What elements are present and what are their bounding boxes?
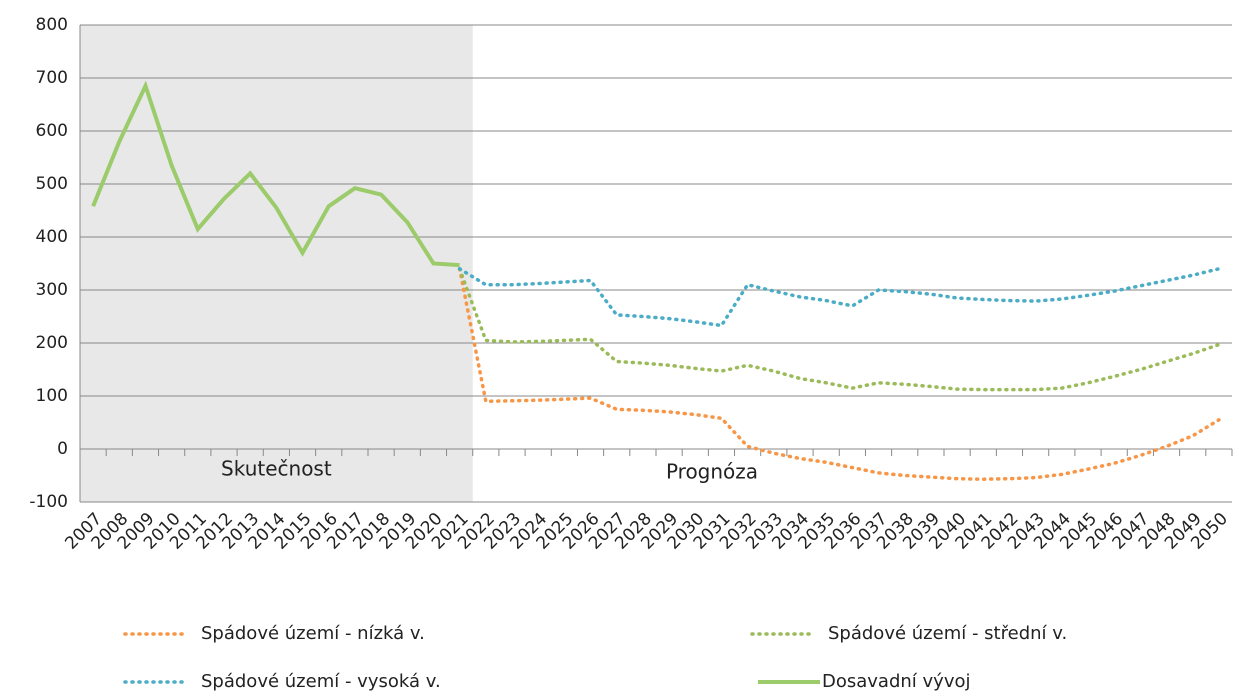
series-line xyxy=(91,80,460,268)
series-line xyxy=(457,267,1221,392)
legend-label: Spádové území - střední v. xyxy=(828,623,1067,644)
annotation: Prognóza xyxy=(666,460,758,484)
y-tick-label: -100 xyxy=(29,492,68,512)
legend-label: Spádové území - nízká v. xyxy=(201,623,425,644)
legend-label: Dosavadní vývoj xyxy=(822,671,971,692)
series-line xyxy=(457,267,1221,481)
series-line xyxy=(457,267,1221,328)
y-tick-label: 200 xyxy=(36,333,68,353)
y-tick-label: 100 xyxy=(36,386,68,406)
legend-label: Spádové území - vysoká v. xyxy=(201,671,441,692)
y-tick-label: 800 xyxy=(36,15,68,35)
actual-period-shade xyxy=(80,25,473,502)
y-tick-label: 600 xyxy=(36,121,68,141)
y-tick-label: 0 xyxy=(57,439,68,459)
y-tick-label: 400 xyxy=(36,227,68,247)
y-tick-label: 300 xyxy=(36,280,68,300)
y-tick-label: 700 xyxy=(36,68,68,88)
y-tick-label: 500 xyxy=(36,174,68,194)
annotation: Skutečnost xyxy=(221,457,332,481)
